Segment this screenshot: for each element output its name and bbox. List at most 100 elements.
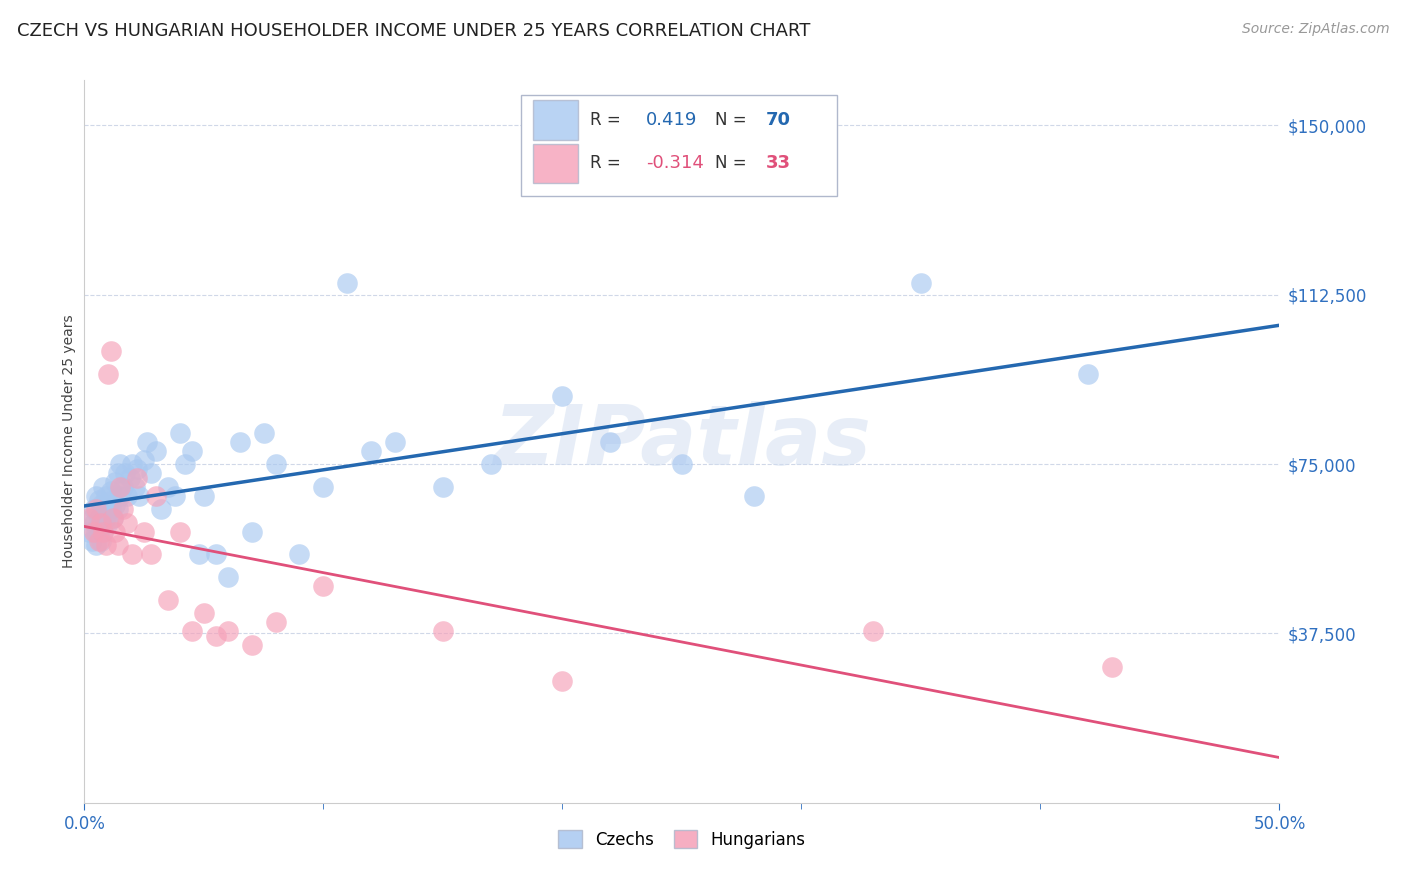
Point [111, 502, 134, 516]
Point [94, 511, 117, 525]
Point [100, 502, 122, 516]
Point [288, 548, 311, 562]
Point [97, 516, 120, 530]
Point [77, 524, 100, 539]
Point [551, 389, 574, 403]
Point [93, 507, 115, 521]
Point [312, 480, 335, 494]
Point [157, 592, 180, 607]
Point [181, 624, 204, 639]
Point [117, 489, 139, 503]
Point [173, 457, 195, 471]
Text: Source: ZipAtlas.com: Source: ZipAtlas.com [1241, 22, 1389, 37]
Text: R =: R = [591, 154, 620, 172]
Text: N =: N = [716, 154, 747, 172]
Point [229, 434, 252, 449]
Text: 33: 33 [766, 154, 790, 172]
Point [169, 425, 191, 440]
Point [240, 524, 263, 539]
Point [121, 548, 143, 562]
Point [86, 502, 108, 516]
Point [181, 443, 204, 458]
Point [86, 489, 108, 503]
Point [114, 466, 136, 480]
Point [193, 489, 215, 503]
Point [80, 533, 103, 548]
Point [110, 480, 132, 494]
Legend: Czechs, Hungarians: Czechs, Hungarians [558, 830, 806, 848]
Point [360, 443, 382, 458]
Point [107, 466, 129, 480]
Point [479, 457, 502, 471]
Point [551, 673, 574, 688]
Point [125, 470, 148, 484]
Point [217, 624, 239, 639]
Point [145, 489, 167, 503]
Point [107, 538, 129, 552]
Point [1077, 367, 1099, 381]
Point [83, 524, 105, 539]
Point [93, 524, 115, 539]
Point [93, 524, 115, 539]
Point [264, 615, 287, 630]
Point [90, 516, 112, 530]
Point [87, 533, 110, 548]
Point [101, 493, 124, 508]
Point [253, 425, 276, 440]
Point [104, 498, 127, 512]
Point [77, 511, 100, 525]
Text: R =: R = [591, 111, 620, 129]
Point [188, 548, 211, 562]
FancyBboxPatch shape [520, 95, 838, 196]
Point [145, 443, 167, 458]
Point [118, 470, 141, 484]
Point [264, 457, 287, 471]
Point [193, 606, 215, 620]
Point [132, 524, 156, 539]
Point [125, 461, 148, 475]
Point [910, 277, 932, 291]
Point [121, 457, 143, 471]
Point [432, 624, 454, 639]
Point [80, 511, 103, 525]
Point [110, 457, 132, 471]
Point [1101, 660, 1123, 674]
Point [100, 344, 122, 359]
Point [94, 489, 117, 503]
Text: 0.419: 0.419 [647, 111, 697, 129]
Point [87, 511, 110, 525]
Point [86, 524, 108, 539]
Point [97, 498, 120, 512]
Point [87, 524, 110, 539]
FancyBboxPatch shape [533, 100, 578, 140]
Point [149, 502, 172, 516]
Point [132, 452, 156, 467]
Point [432, 480, 454, 494]
Point [165, 489, 187, 503]
Point [90, 498, 112, 512]
Point [97, 367, 120, 381]
Point [86, 538, 108, 552]
Point [217, 570, 239, 584]
Text: ZIPatlas: ZIPatlas [494, 401, 870, 482]
Text: 70: 70 [766, 111, 790, 129]
Point [107, 502, 129, 516]
Text: N =: N = [716, 111, 747, 129]
Point [240, 638, 263, 652]
Point [111, 480, 134, 494]
Point [104, 475, 127, 490]
Point [157, 480, 180, 494]
Text: CZECH VS HUNGARIAN HOUSEHOLDER INCOME UNDER 25 YEARS CORRELATION CHART: CZECH VS HUNGARIAN HOUSEHOLDER INCOME UN… [17, 22, 810, 40]
FancyBboxPatch shape [533, 144, 578, 183]
Point [90, 533, 112, 548]
Point [336, 277, 359, 291]
Point [100, 484, 122, 499]
Point [83, 502, 105, 516]
Point [742, 489, 765, 503]
Point [135, 434, 157, 449]
Point [862, 624, 884, 639]
Point [141, 466, 163, 480]
Point [599, 434, 621, 449]
Point [101, 511, 124, 525]
Point [312, 579, 335, 593]
